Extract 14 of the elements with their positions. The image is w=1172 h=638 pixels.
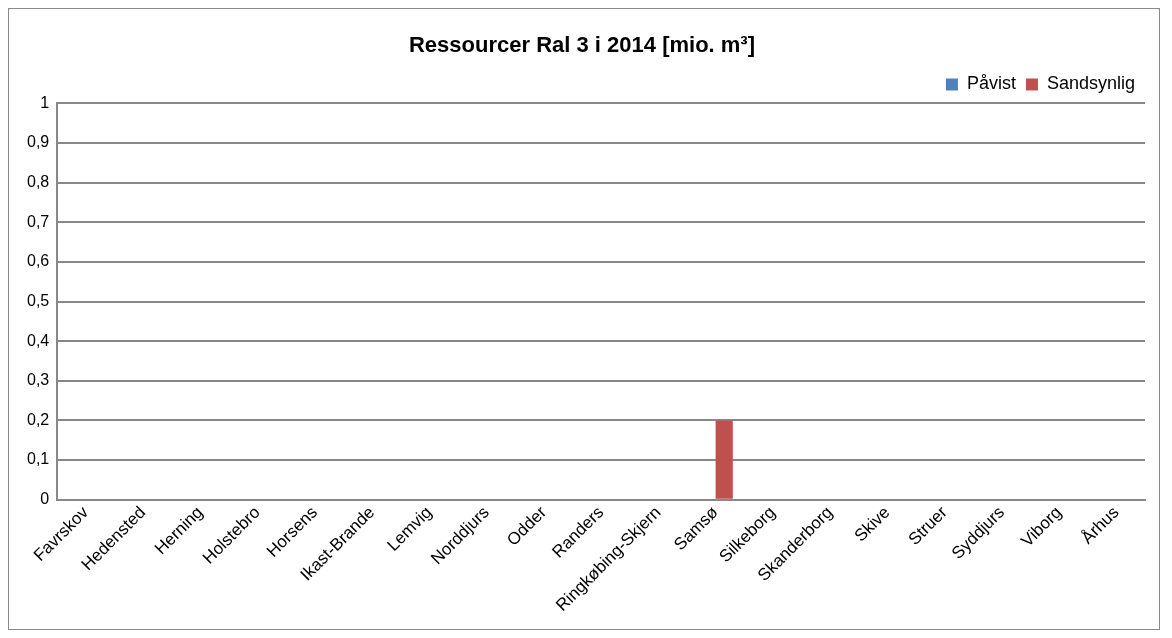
y-tick-label: 0,3 (26, 371, 50, 389)
y-tick-label: 1 (40, 93, 50, 111)
y-tick-label: 0,8 (26, 173, 50, 191)
y-tick-label: 0,6 (26, 252, 50, 270)
y-tick-label: 0,9 (26, 133, 50, 151)
y-tick-label: 0,7 (26, 212, 50, 230)
y-tick-label: 0 (40, 490, 50, 508)
y-tick-label: 0,5 (26, 291, 50, 309)
y-tick-label: 0,2 (26, 410, 50, 428)
y-tick-label: 0,1 (26, 450, 50, 468)
legend-label: Påvist (966, 73, 1016, 94)
y-tick-label: 0,4 (26, 331, 50, 349)
legend-label: Sandsynlig (1046, 73, 1135, 94)
chart-title: Ressourcer Ral 3 i 2014 [mio. m³] (408, 32, 756, 58)
